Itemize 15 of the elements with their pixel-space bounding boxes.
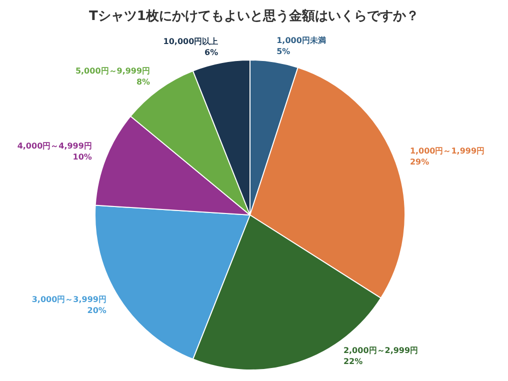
data-label: 8% bbox=[136, 77, 150, 86]
slice-label: 1,000円～1,999円 bbox=[410, 146, 485, 156]
slice-label: 3,000円～3,999円 bbox=[32, 295, 106, 304]
data-label: 6% bbox=[204, 48, 218, 58]
slice-label: 1,000円未満 bbox=[276, 36, 326, 46]
slice-label: 10,000円以上 bbox=[163, 37, 218, 46]
data-label: 10% bbox=[72, 152, 92, 162]
data-label: 22% bbox=[343, 357, 363, 366]
data-label: 5% bbox=[276, 47, 290, 56]
chart-title: Tシャツ1枚にかけてもよいと思う金額はいくらですか？ bbox=[89, 8, 419, 24]
slice-label: 4,000円～4,999円 bbox=[17, 141, 92, 150]
data-label: 29% bbox=[410, 157, 430, 166]
slice-label: 5,000円～9,999円 bbox=[75, 66, 150, 76]
slice-label: 2,000円～2,999円 bbox=[343, 346, 418, 355]
data-label: 20% bbox=[87, 306, 106, 316]
